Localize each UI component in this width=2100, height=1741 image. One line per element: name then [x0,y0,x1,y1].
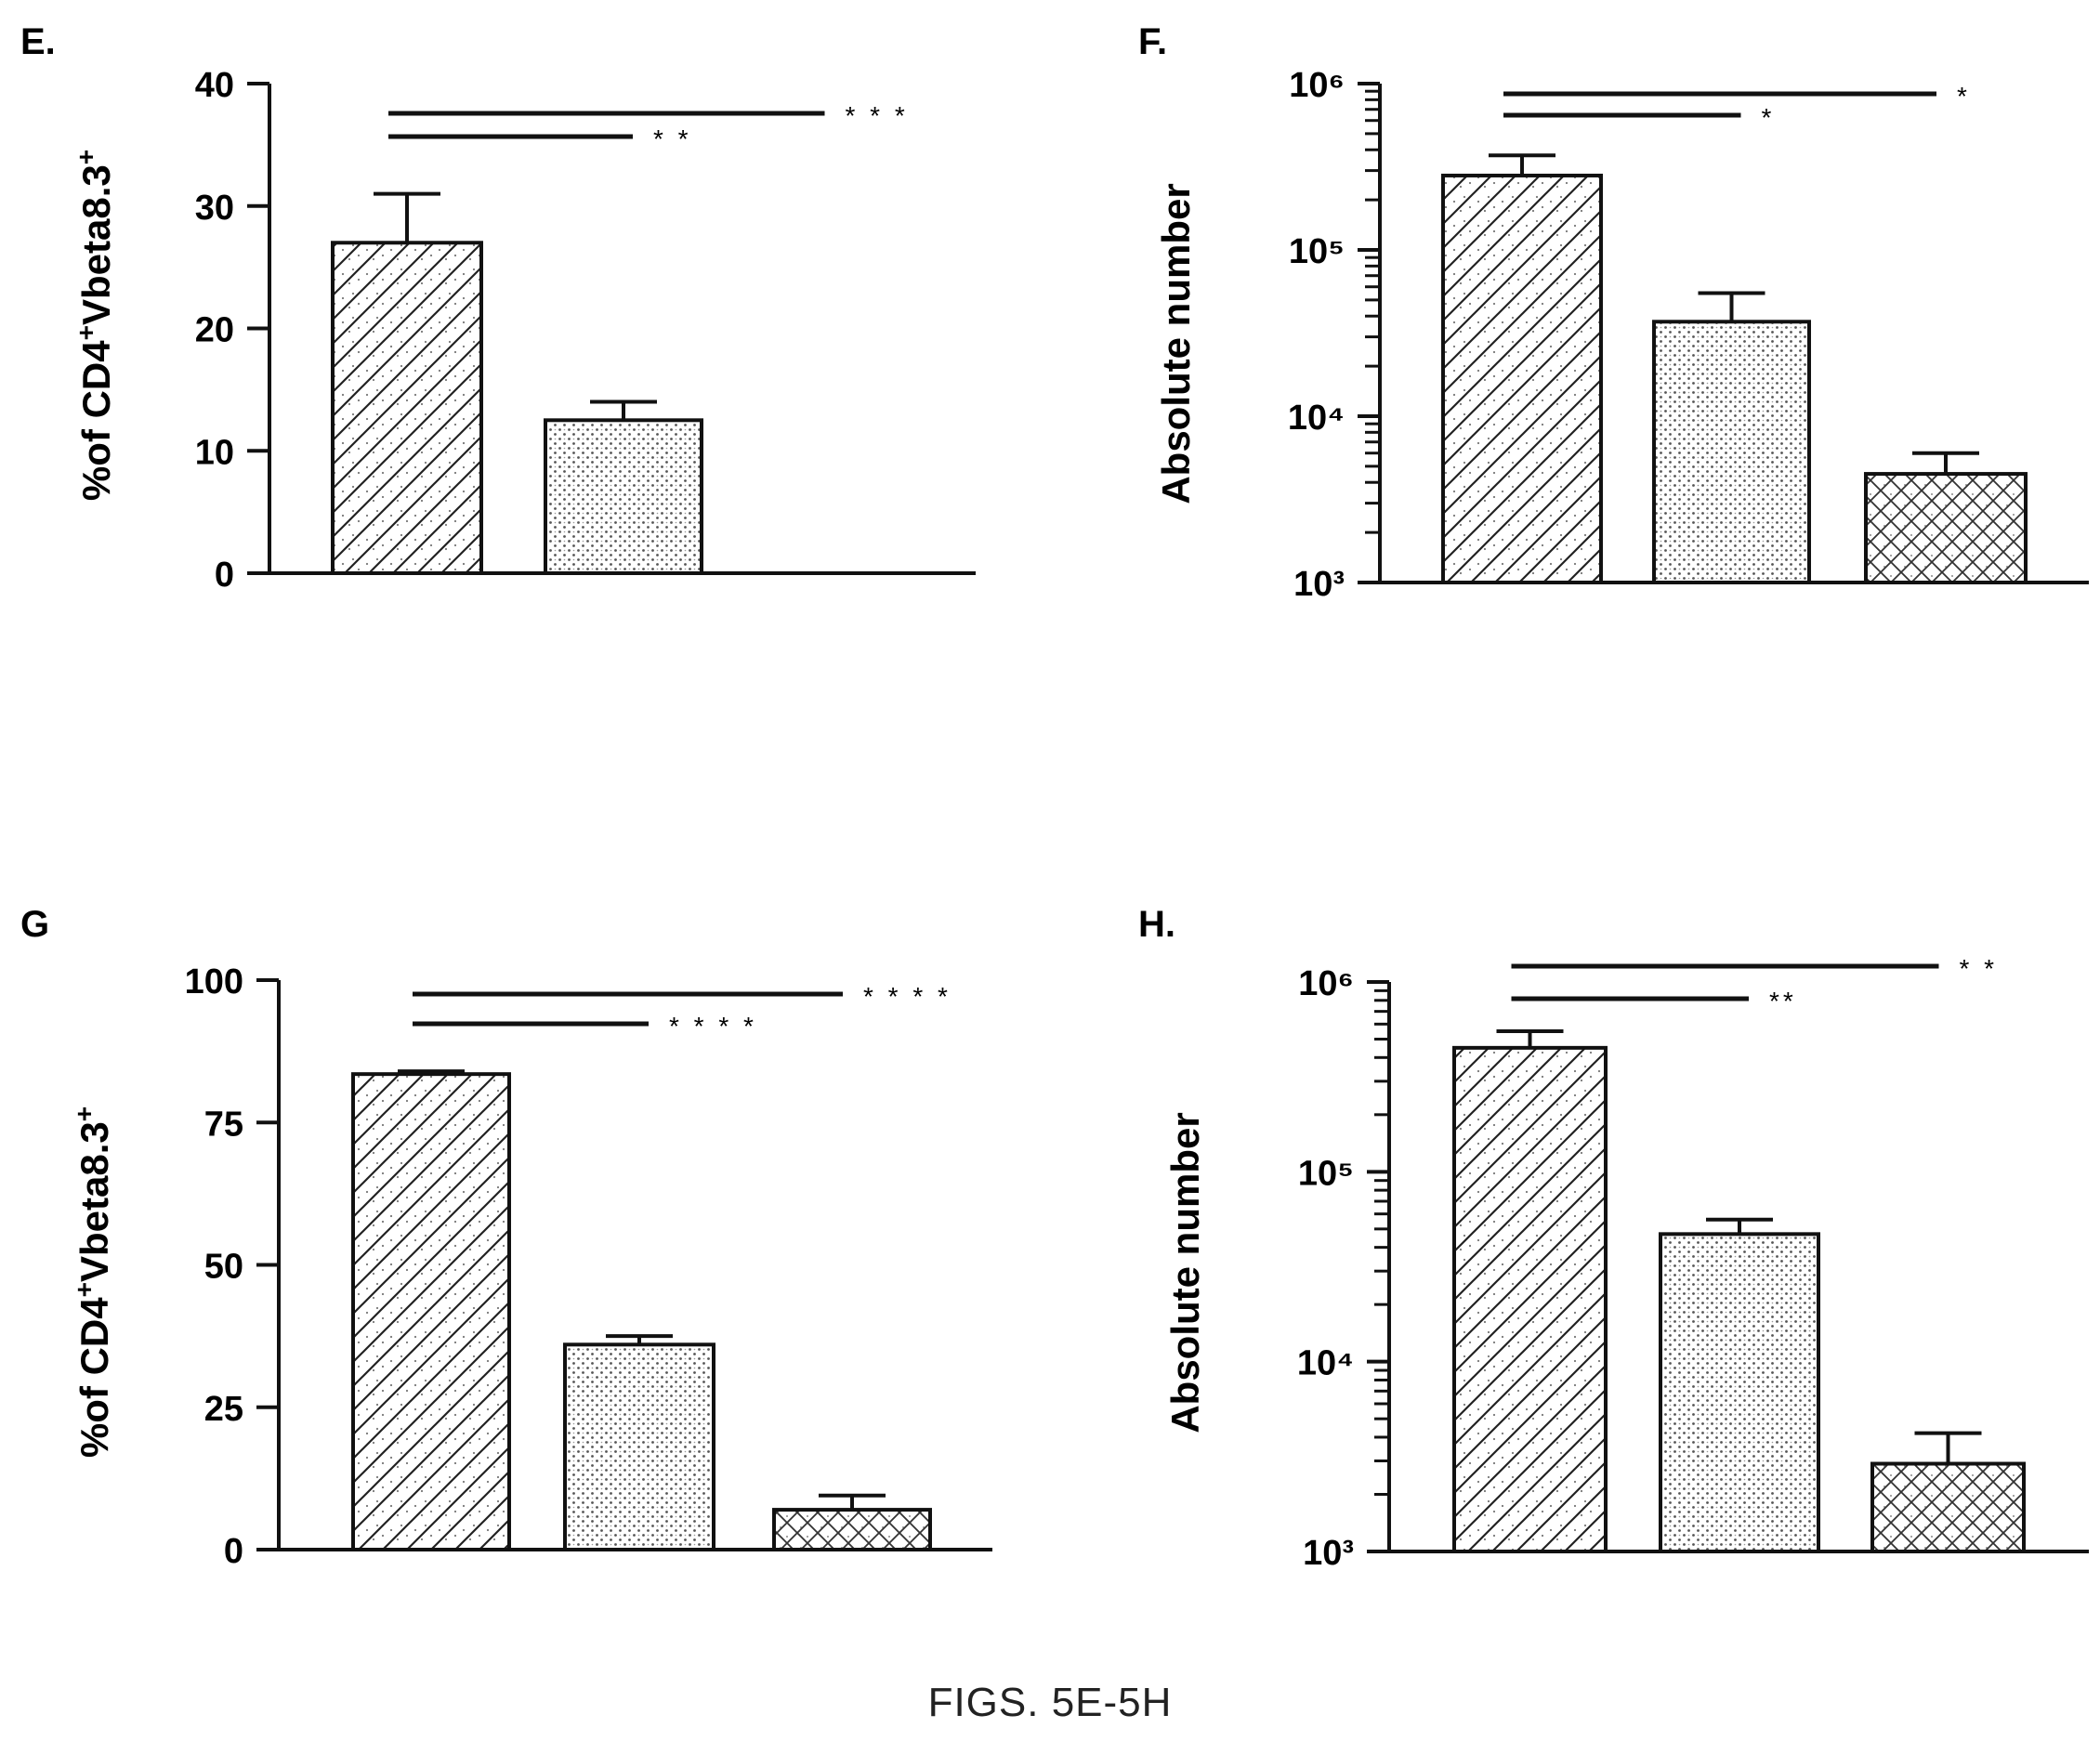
significance-label-2: * * * * [669,1012,757,1041]
y-tick-label: 10⁶ [1289,66,1345,105]
bar-1 [1452,1045,1608,1553]
panel-label: G [20,904,49,945]
y-tick-label: 0 [215,556,234,595]
bar-2 [1652,320,1811,584]
chart-panel-1: E. 0 10 20 30 40 %of CD4+Vbeta8.3+ * * * * * [20,21,976,595]
y-axis-label: %of CD4+Vbeta8.3+ [72,150,118,501]
y-tick-label: 20 [195,311,234,350]
panel-label: H. [1138,904,1175,945]
bar-3 [772,1508,932,1551]
bar-1 [331,241,483,575]
significance-label-1: * [1957,82,1971,111]
y-tick-label: 10⁵ [1298,1154,1354,1193]
panel-label: E. [20,21,56,62]
y-tick-label: 40 [195,66,234,105]
significance-label-1: * * * * [863,982,952,1011]
chart-panel-4: H. 10³ 10⁴ 10⁵ 10⁶ Absolute number * * ** [1138,904,2089,1573]
y-tick-label: 75 [204,1105,243,1144]
y-tick-label: 10⁶ [1298,964,1354,1003]
significance-label-2: * [1762,103,1776,132]
significance-label-1: * * [1960,954,1999,983]
y-axis-label: Absolute number [1154,183,1198,504]
y-tick-label: 10³ [1303,1534,1354,1573]
bar-2 [544,418,703,575]
significance-label-2: * * [653,124,692,153]
y-tick-label: 100 [185,962,243,1001]
figure-caption: FIGS. 5E-5H [927,1680,1173,1725]
panel-label: F. [1138,21,1167,62]
y-tick-label: 10 [195,433,234,472]
y-tick-label: 50 [204,1248,243,1287]
chart-panel-3: G 0 25 50 75 100 %of CD4+Vbeta8.3+ * * * * * * *… [20,904,992,1571]
y-tick-label: 0 [224,1532,243,1571]
significance-label-1: * * * [846,101,909,130]
bar-1 [1441,173,1603,584]
y-axis-label: %of CD4+Vbeta8.3+ [70,1106,116,1458]
y-tick-label: 10³ [1293,565,1345,604]
bar-3 [1864,472,2028,584]
y-tick-label: 10⁴ [1297,1344,1354,1383]
bar-2 [1659,1232,1820,1554]
y-axis-label: Absolute number [1163,1112,1207,1433]
y-tick-label: 10⁴ [1288,399,1345,438]
bar-3 [1870,1461,2026,1554]
significance-label-2: ** [1769,987,1797,1015]
y-tick-label: 10⁵ [1289,232,1345,271]
y-tick-label: 30 [195,189,234,228]
chart-panel-2: F. 10³ 10⁴ 10⁵ 10⁶ Absolute number * * [1138,21,2089,604]
y-tick-label: 25 [204,1390,243,1429]
bar-1 [351,1072,511,1552]
bar-2 [563,1342,715,1551]
